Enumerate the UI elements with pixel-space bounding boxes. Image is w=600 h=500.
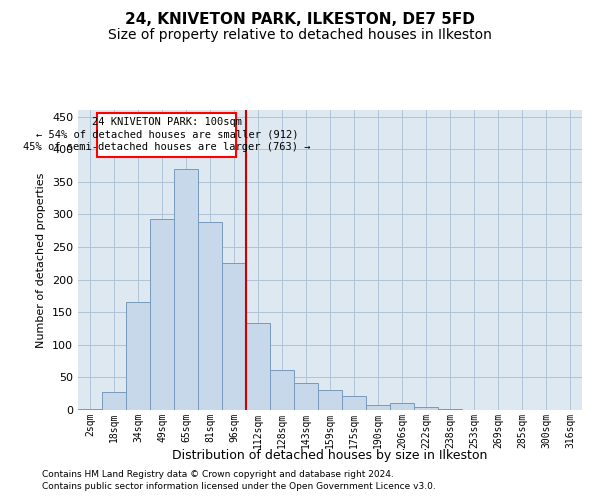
Y-axis label: Number of detached properties: Number of detached properties bbox=[37, 172, 46, 348]
Text: Size of property relative to detached houses in Ilkeston: Size of property relative to detached ho… bbox=[108, 28, 492, 42]
Bar bbox=[270, 370, 294, 410]
FancyBboxPatch shape bbox=[97, 112, 236, 157]
Bar bbox=[366, 405, 390, 410]
Bar bbox=[294, 382, 318, 410]
Text: ← 54% of detached houses are smaller (912): ← 54% of detached houses are smaller (91… bbox=[35, 130, 298, 140]
Bar bbox=[174, 168, 198, 410]
Text: Contains HM Land Registry data © Crown copyright and database right 2024.: Contains HM Land Registry data © Crown c… bbox=[42, 470, 394, 479]
Bar bbox=[390, 404, 414, 410]
Bar bbox=[438, 408, 462, 410]
Bar bbox=[102, 392, 126, 410]
Bar bbox=[246, 324, 270, 410]
Text: Distribution of detached houses by size in Ilkeston: Distribution of detached houses by size … bbox=[172, 448, 488, 462]
Bar bbox=[198, 222, 222, 410]
Text: 24 KNIVETON PARK: 100sqm: 24 KNIVETON PARK: 100sqm bbox=[92, 118, 242, 128]
Bar bbox=[126, 302, 150, 410]
Bar bbox=[342, 396, 366, 410]
Bar bbox=[78, 408, 102, 410]
Bar bbox=[222, 264, 246, 410]
Bar bbox=[150, 219, 174, 410]
Bar bbox=[414, 406, 438, 410]
Text: 24, KNIVETON PARK, ILKESTON, DE7 5FD: 24, KNIVETON PARK, ILKESTON, DE7 5FD bbox=[125, 12, 475, 28]
Bar bbox=[318, 390, 342, 410]
Text: Contains public sector information licensed under the Open Government Licence v3: Contains public sector information licen… bbox=[42, 482, 436, 491]
Text: 45% of semi-detached houses are larger (763) →: 45% of semi-detached houses are larger (… bbox=[23, 142, 311, 152]
